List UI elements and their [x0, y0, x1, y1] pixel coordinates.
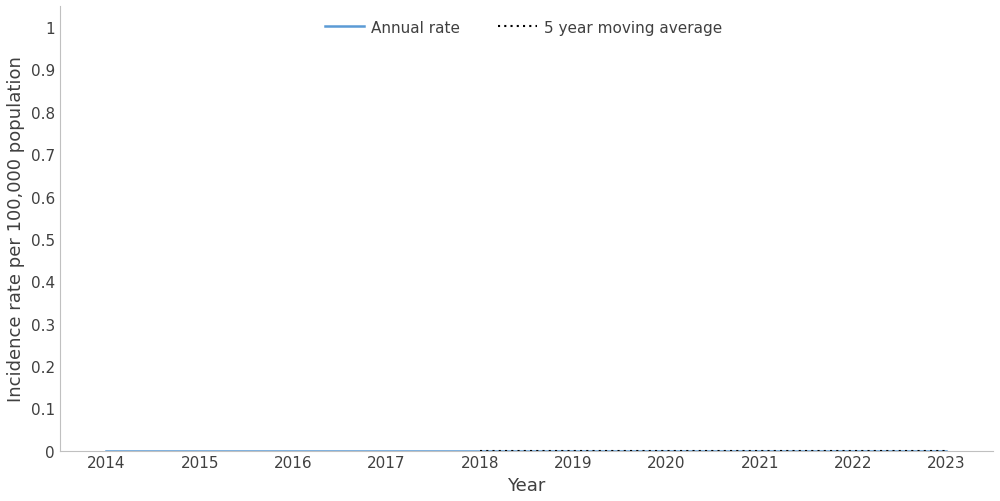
X-axis label: Year: Year [507, 476, 546, 494]
Y-axis label: Incidence rate per 100,000 population: Incidence rate per 100,000 population [7, 56, 25, 401]
Legend: Annual rate, 5 year moving average: Annual rate, 5 year moving average [319, 15, 729, 42]
